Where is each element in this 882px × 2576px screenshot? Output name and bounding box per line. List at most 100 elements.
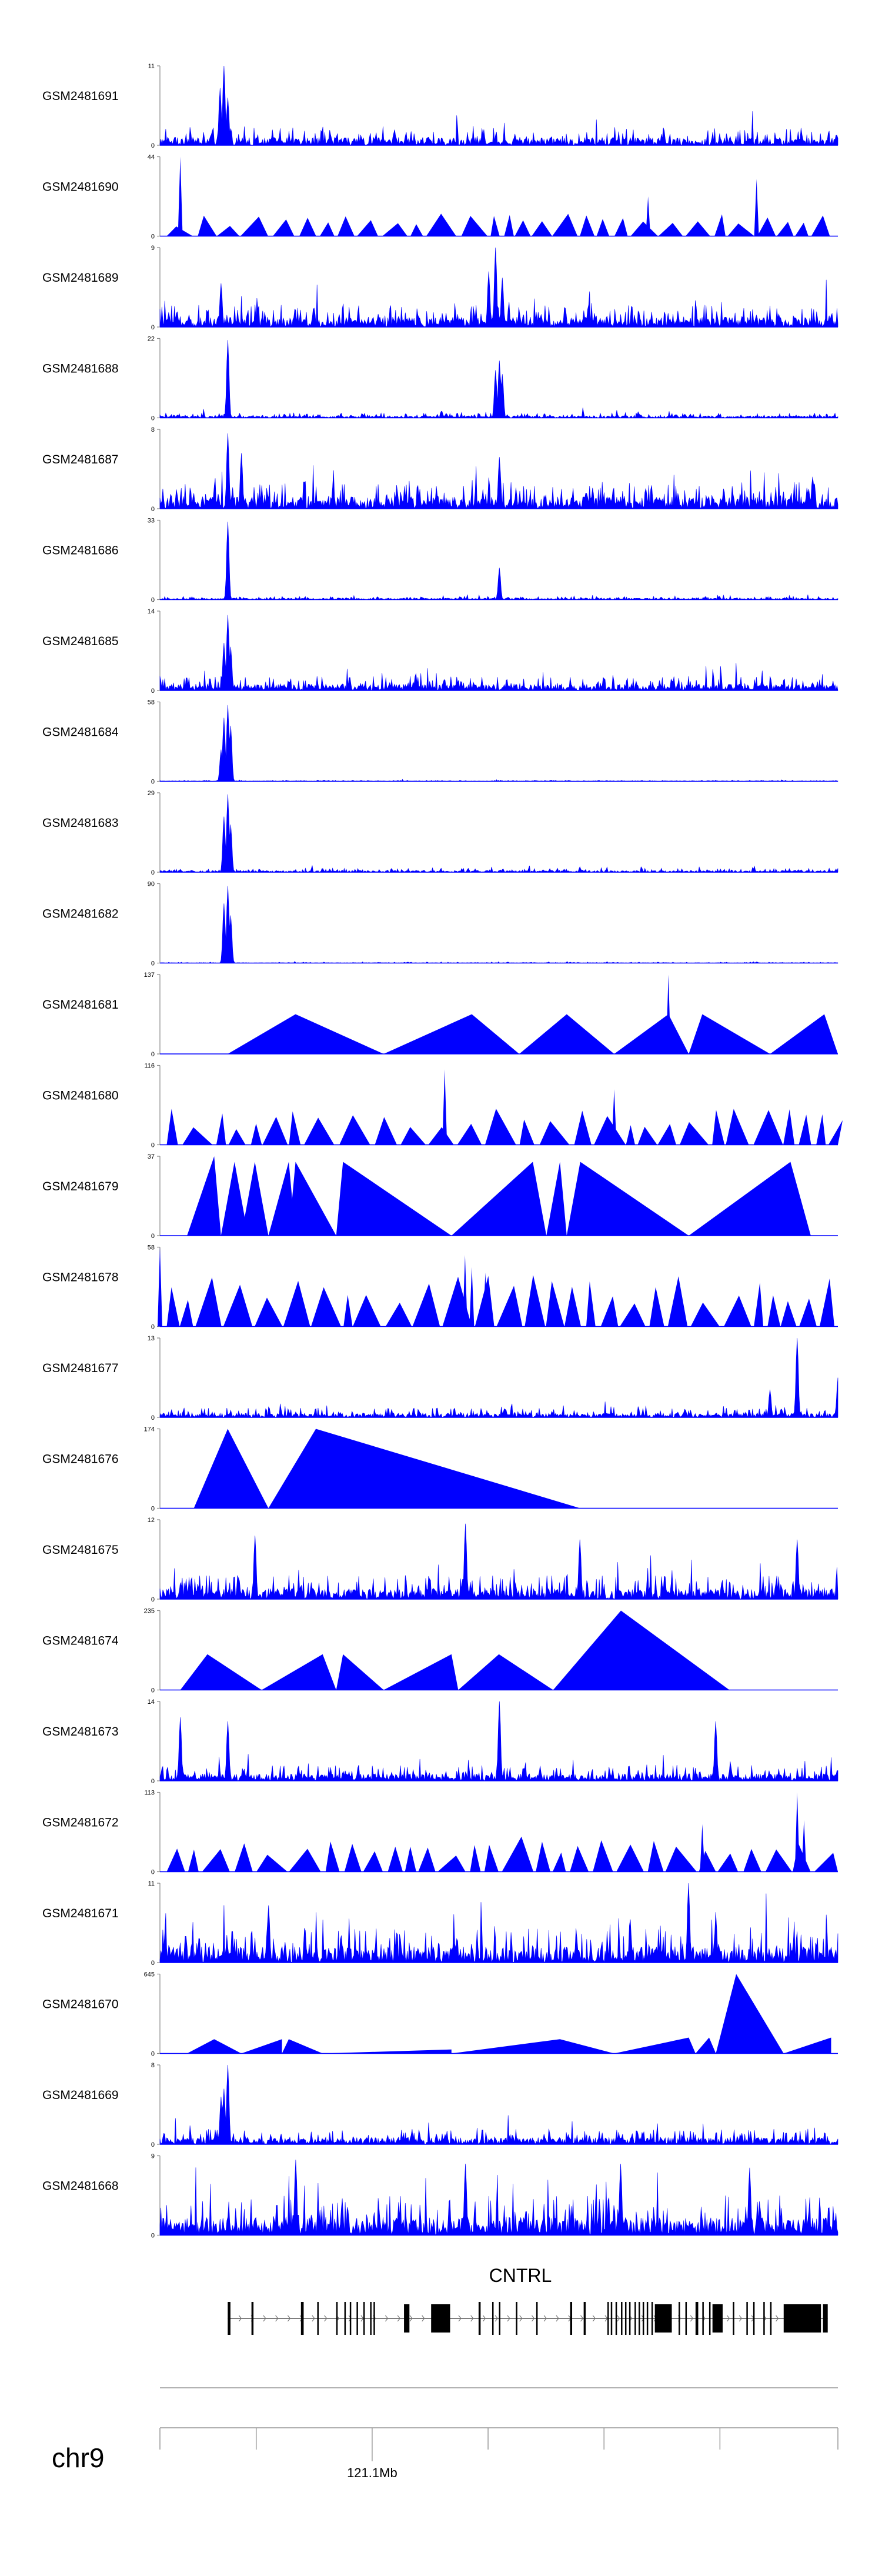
exon <box>610 2302 613 2335</box>
signal-segment <box>777 222 794 236</box>
signal-segment <box>714 214 726 236</box>
y-max-label: 9 <box>151 245 155 252</box>
signal-segment <box>216 1113 226 1145</box>
signal-segment <box>564 1286 582 1327</box>
signal-segment <box>620 1303 646 1327</box>
signal-segment <box>667 1276 688 1327</box>
exon <box>344 2302 346 2335</box>
chromosome-label: chr9 <box>52 2442 104 2473</box>
signal-segment <box>689 1162 811 1236</box>
signal-segment <box>570 1846 589 1872</box>
signal-segment <box>437 1855 466 1872</box>
strand-arrow <box>409 2315 413 2322</box>
y-max-label: 8 <box>151 2062 155 2069</box>
y-min-label: 0 <box>151 1051 155 1058</box>
signal-segment <box>717 1853 739 1872</box>
strand-arrow <box>519 2315 523 2322</box>
signal-segment <box>754 1283 764 1327</box>
signal-area <box>159 1523 838 1600</box>
signal-area <box>159 1337 838 1418</box>
signal-segment <box>385 1303 412 1327</box>
track-GSM2481673: GSM2481673 14 0 <box>42 1699 838 1785</box>
signal-segment <box>712 1110 725 1145</box>
y-min-label: 0 <box>151 233 155 241</box>
signal-segment <box>496 1286 523 1327</box>
track-label: GSM2481682 <box>42 907 119 921</box>
y-min-label: 0 <box>151 1414 155 1422</box>
y-min-label: 0 <box>151 1142 155 1149</box>
signal-segment <box>658 223 683 236</box>
strand-arrow <box>458 2315 462 2322</box>
strand-arrow <box>531 2315 535 2322</box>
track-label: GSM2481677 <box>42 1362 119 1375</box>
signal-segment <box>256 1854 288 1872</box>
strand-arrow <box>385 2315 389 2322</box>
signal-segment <box>490 216 500 236</box>
signal-area <box>159 522 838 600</box>
signal-area <box>159 2160 838 2236</box>
strand-arrow <box>263 2315 266 2322</box>
signal-segment <box>552 213 578 236</box>
signal-segment <box>325 1841 340 1872</box>
signal-segment <box>574 1110 592 1145</box>
signal-segment <box>539 1121 570 1145</box>
track-GSM2481691: GSM2481691 11 0 <box>42 63 838 149</box>
y-max-label: 44 <box>148 154 155 161</box>
signal-segment <box>187 2039 242 2054</box>
signal-area <box>159 65 838 146</box>
signal-segment <box>594 1116 626 1145</box>
y-min-label: 0 <box>151 779 155 786</box>
exon <box>431 2304 450 2333</box>
signal-segment <box>799 1299 817 1327</box>
exon <box>624 2302 627 2335</box>
track-GSM2481671: GSM2481671 11 0 <box>42 1880 838 1967</box>
y-min-label: 0 <box>151 1869 155 1876</box>
y-max-label: 9 <box>151 2153 155 2160</box>
signal-segment <box>828 1120 843 1145</box>
signal-segment <box>387 1846 403 1872</box>
track-label: GSM2481673 <box>42 1725 119 1739</box>
signal-segment <box>814 1853 838 1872</box>
signal-segment <box>400 1127 426 1145</box>
exon <box>746 2302 748 2335</box>
y-min-label: 0 <box>151 1778 155 1785</box>
track-GSM2481687: GSM2481687 8 0 <box>42 426 838 513</box>
y-min-label: 0 <box>151 1687 155 1694</box>
signal-segment <box>344 1844 362 1872</box>
signal-segment <box>304 1117 335 1145</box>
signal-segment <box>166 1287 180 1327</box>
track-GSM2481679: GSM2481679 37 0 <box>42 1153 838 1240</box>
signal-segment <box>187 1156 221 1236</box>
signal-segment <box>593 1840 613 1872</box>
signal-segment <box>255 1297 283 1327</box>
y-max-label: 645 <box>144 1971 155 1978</box>
chromosome-axis: chr9 121.1Mb <box>52 2387 838 2480</box>
exon <box>300 2302 304 2335</box>
y-min-label: 0 <box>151 506 155 513</box>
signal-segment <box>484 1844 499 1872</box>
y-min-label: 0 <box>151 960 155 967</box>
signal-segment <box>519 1014 614 1054</box>
signal-segment <box>726 1109 749 1145</box>
gene-track: CNTRL <box>228 2265 828 2335</box>
signal-segment <box>637 1126 657 1145</box>
exon <box>317 2302 319 2335</box>
strand-arrow <box>422 2315 425 2322</box>
strand-arrow <box>287 2315 291 2322</box>
signal-segment <box>724 1295 751 1327</box>
signal-segment <box>198 215 217 236</box>
strand-arrow <box>617 2315 620 2322</box>
signal-segment <box>383 1654 459 1690</box>
signal-segment <box>166 1109 178 1145</box>
exon <box>404 2304 410 2333</box>
y-max-label: 12 <box>148 1517 155 1524</box>
signal-segment <box>616 1844 644 1872</box>
y-max-label: 235 <box>144 1608 155 1615</box>
track-GSM2481672: GSM2481672 113 0 <box>42 1790 838 1876</box>
signal-segment <box>188 1849 199 1872</box>
exon <box>349 2302 352 2335</box>
signal-segment <box>241 2039 282 2054</box>
track-label: GSM2481671 <box>42 1907 119 1920</box>
strand-arrow <box>482 2315 486 2322</box>
signal-segment <box>819 1278 835 1327</box>
